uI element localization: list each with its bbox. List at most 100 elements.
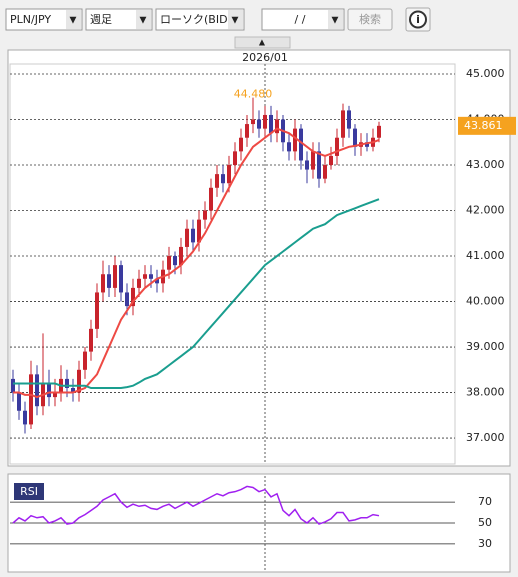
candle-body xyxy=(251,119,255,125)
y-tick-label: 45.000 xyxy=(466,67,505,80)
candle-body xyxy=(95,292,99,329)
search-text: 検索 xyxy=(359,12,381,26)
candle-body xyxy=(149,274,153,279)
rsi-title: RSI xyxy=(20,485,38,498)
candle-body xyxy=(341,110,345,138)
candle-body xyxy=(365,142,369,147)
y-tick-label: 70 xyxy=(478,495,492,508)
candle-body xyxy=(83,351,87,370)
candle-body xyxy=(293,128,297,152)
candle-body xyxy=(53,392,57,398)
moving-average xyxy=(13,127,380,399)
max-annotation: 44.480 xyxy=(234,88,273,101)
y-tick-label: 43.000 xyxy=(466,158,505,171)
search-button[interactable] xyxy=(347,8,393,31)
candle-body xyxy=(17,392,21,411)
candle-body xyxy=(221,174,225,184)
arrow-icon: ▼ xyxy=(70,16,77,26)
candle-body xyxy=(155,278,159,284)
candle-body xyxy=(329,155,333,166)
candle-body xyxy=(185,228,189,247)
candle-body xyxy=(299,128,303,161)
info-icon xyxy=(409,10,427,29)
candle-body xyxy=(167,256,171,270)
dropdown-arrow xyxy=(328,10,343,29)
candle-body xyxy=(131,287,135,307)
candle-body xyxy=(107,274,111,288)
candle-body xyxy=(179,246,183,266)
candle-body xyxy=(11,378,15,393)
candle-body xyxy=(47,383,51,398)
toolbar: PLN/JPY ▼ 週足 ▼ ローソク(BID) ▼ / / ▼ 検索 i xyxy=(5,7,431,32)
candle-body xyxy=(173,256,177,266)
candle-body xyxy=(89,328,93,352)
candle-body xyxy=(233,151,237,166)
kind-text: ローソク(BID) xyxy=(160,13,232,26)
candle-body xyxy=(311,151,315,170)
kind-select[interactable] xyxy=(155,8,245,31)
y-tick-label: 37.000 xyxy=(466,431,505,444)
pair-text: PLN/JPY xyxy=(10,13,51,26)
candle-body xyxy=(275,119,279,134)
candle-body xyxy=(263,114,267,129)
candle-body xyxy=(245,124,249,138)
candle-body xyxy=(101,274,105,293)
x-tick-label: 2026/01 xyxy=(242,51,288,64)
candle-body xyxy=(215,174,219,188)
rsi-badge xyxy=(14,483,44,500)
dropdown-arrow xyxy=(228,10,243,29)
y-tick-label: 38.000 xyxy=(466,386,505,399)
candle-body xyxy=(377,125,381,138)
candle-body xyxy=(65,378,69,389)
candle-body xyxy=(269,114,273,134)
candle-body xyxy=(347,110,351,129)
collapse-tab[interactable] xyxy=(234,36,291,49)
y-tick-label: 41.000 xyxy=(466,249,505,262)
candle-body xyxy=(23,410,27,425)
candle-body xyxy=(71,388,75,393)
candle-body xyxy=(239,137,243,152)
candle-body xyxy=(35,374,39,407)
candle-body xyxy=(209,187,213,211)
candle-body xyxy=(191,228,195,243)
y-tick-label: 42.000 xyxy=(466,204,505,217)
candle-body xyxy=(335,137,339,156)
period-text: 週足 xyxy=(90,13,112,26)
candle-body xyxy=(113,265,117,288)
arrow-icon: ▼ xyxy=(332,16,339,26)
arrow-icon: ▼ xyxy=(232,16,239,26)
dropdown-arrow xyxy=(66,10,81,29)
candle-body xyxy=(197,219,201,243)
candle-body xyxy=(137,278,141,288)
y-tick-label: 39.000 xyxy=(466,340,505,353)
candle-body xyxy=(287,142,291,152)
candle-body xyxy=(143,274,147,279)
date-select[interactable] xyxy=(261,8,345,31)
info-glyph: i xyxy=(416,13,420,26)
candle-body xyxy=(305,160,309,170)
candle-body xyxy=(29,374,33,425)
candle-body xyxy=(119,265,123,293)
rsi-line xyxy=(12,485,380,525)
collapse-icon: ▲ xyxy=(259,38,266,47)
candle-body xyxy=(203,210,207,220)
date-text: / / xyxy=(295,13,306,26)
y-tick-label: 50 xyxy=(478,516,492,529)
candle-body xyxy=(227,165,231,184)
candle-body xyxy=(125,292,129,307)
arrow-icon: ▼ xyxy=(140,16,147,26)
y-tick-label: 40.000 xyxy=(466,295,505,308)
candle-body xyxy=(257,119,261,129)
last-price-box xyxy=(458,116,516,135)
moving-average xyxy=(13,198,380,390)
last-price-label: 43.861 xyxy=(464,119,503,132)
candle-body xyxy=(353,128,357,147)
pair-select[interactable] xyxy=(5,8,83,31)
dropdown-arrow xyxy=(136,10,151,29)
y-tick-label: 30 xyxy=(478,537,492,550)
plot-frame xyxy=(9,63,456,465)
candle-body xyxy=(77,369,81,393)
period-select[interactable] xyxy=(85,8,153,31)
